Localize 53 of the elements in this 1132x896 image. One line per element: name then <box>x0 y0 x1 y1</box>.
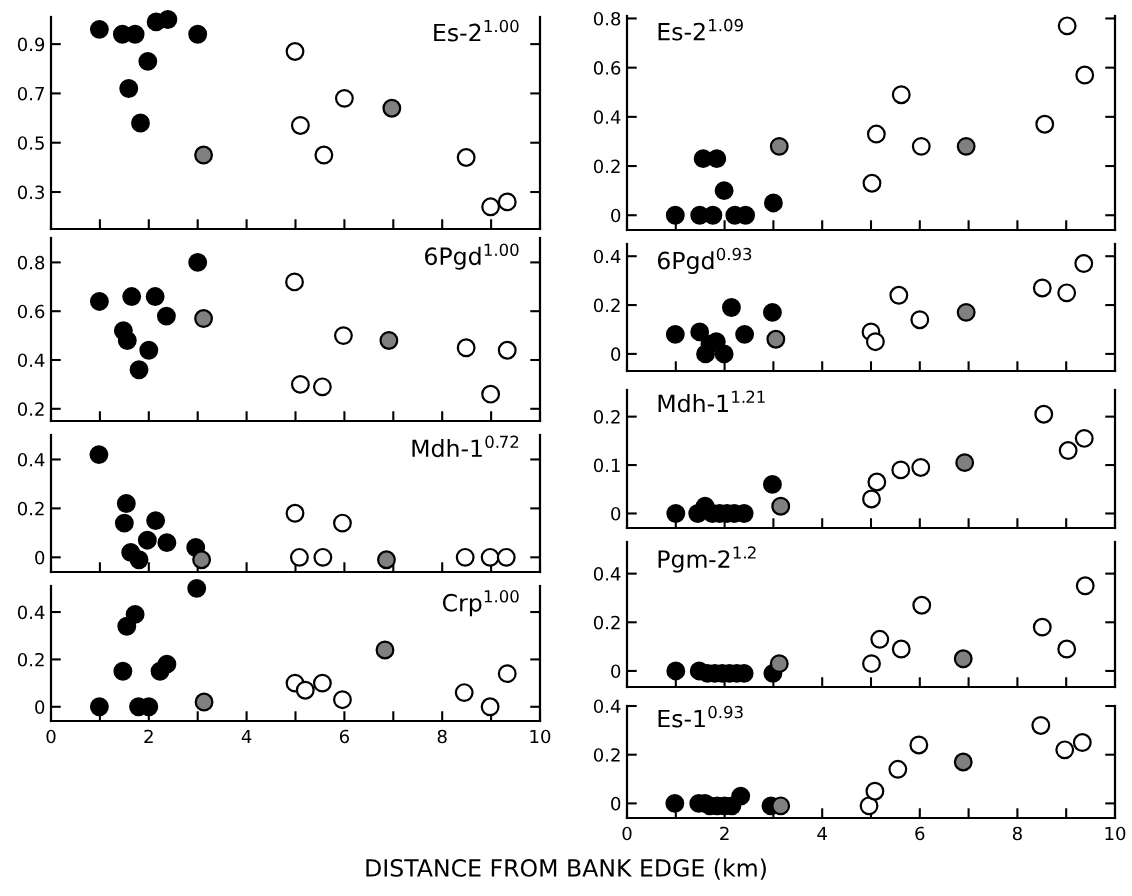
chart-title: 6Pgd$^{0.93}$ <box>657 247 752 275</box>
y-tick-label: 0.8 <box>593 11 621 26</box>
y-tick-label: 0 <box>611 796 621 811</box>
y-tick-label: 0.2 <box>593 159 620 174</box>
y-tick-label: 0.6 <box>593 61 621 75</box>
y-tick-label: 0.6 <box>17 304 45 319</box>
x-tick-label: 10 <box>530 729 551 744</box>
y-tick-label: 0.4 <box>17 605 45 620</box>
chart-title: Crp$^{1.00}$ <box>442 590 519 617</box>
chart-title: Mdh-1$^{1.21}$ <box>658 390 765 413</box>
y-tick-label: 0.7 <box>17 86 44 101</box>
y-tick-label: 0 <box>35 700 45 714</box>
y-tick-label: 0.2 <box>593 748 620 762</box>
chart-title: Pgm-2$^{1.2}$ <box>658 546 756 573</box>
x-tick-label: 0 <box>622 826 632 841</box>
y-tick-label: 0.1 <box>593 458 620 473</box>
y-tick-label: 0.2 <box>17 652 44 667</box>
y-tick-label: 0.4 <box>593 249 621 264</box>
y-tick-label: 0.4 <box>17 452 45 467</box>
y-tick-label: 0.2 <box>593 410 620 424</box>
x-tick-label: 2 <box>720 826 729 841</box>
chart-title: Es-2$^{1.00}$ <box>434 19 519 42</box>
x-tick-label: 8 <box>1012 826 1022 841</box>
y-tick-label: 0.4 <box>593 110 621 124</box>
chart-title: Mdh-1$^{0.72}$ <box>412 435 519 458</box>
y-tick-label: 0 <box>611 347 621 362</box>
x-tick-label: 4 <box>241 729 252 744</box>
y-tick-label: 0.4 <box>17 353 45 368</box>
y-tick-label: 0 <box>35 550 45 565</box>
y-tick-label: 0.5 <box>17 136 44 150</box>
x-tick-label: 4 <box>817 826 827 841</box>
y-tick-label: 0 <box>611 506 621 521</box>
x-tick-label: 0 <box>46 729 56 744</box>
y-tick-label: 0.8 <box>17 255 45 270</box>
x-tick-label: 6 <box>915 826 925 841</box>
x-axis-title: DISTANCE FROM BANK EDGE (km) <box>366 858 766 880</box>
chart-title: 6Pgd$^{1.00}$ <box>425 243 519 270</box>
x-tick-label: 10 <box>1105 826 1126 841</box>
x-tick-label: 6 <box>339 729 350 744</box>
y-tick-label: 0.4 <box>593 699 621 714</box>
y-tick-label: 0.3 <box>17 185 44 200</box>
y-tick-label: 0.2 <box>17 402 44 416</box>
y-tick-label: 0 <box>611 664 621 679</box>
x-tick-label: 2 <box>144 729 153 744</box>
y-tick-label: 0.9 <box>17 37 45 52</box>
y-tick-label: 0.2 <box>593 298 620 313</box>
y-tick-label: 0 <box>611 208 621 223</box>
y-tick-label: 0.4 <box>593 567 621 581</box>
y-tick-label: 0.2 <box>593 615 620 630</box>
x-tick-label: 8 <box>437 729 447 744</box>
chart-title: Es-1$^{0.93}$ <box>658 705 743 728</box>
y-tick-label: 0.2 <box>17 501 44 516</box>
chart-title: Es-2$^{1.09}$ <box>658 18 743 41</box>
